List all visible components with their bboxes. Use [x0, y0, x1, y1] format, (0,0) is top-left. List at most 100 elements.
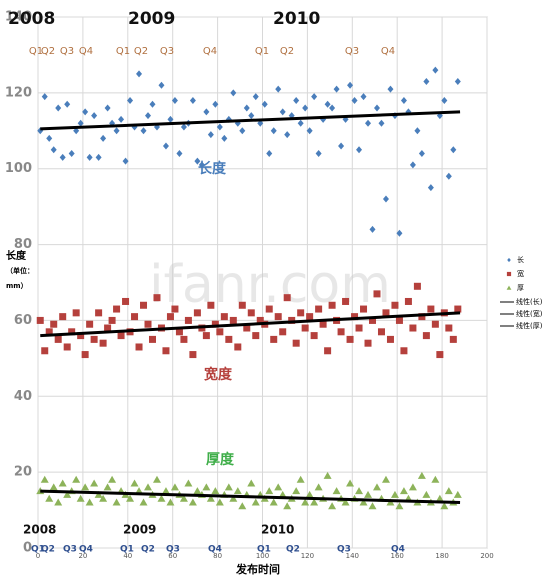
data-point	[238, 502, 247, 510]
data-point	[103, 483, 112, 491]
data-point	[140, 301, 148, 309]
quarter-label: Q4	[79, 46, 93, 57]
quarter-label: Q2	[41, 46, 55, 57]
legend-label: 线性(厚)	[516, 321, 543, 330]
data-point	[91, 112, 98, 120]
data-point	[90, 335, 98, 343]
data-point	[293, 96, 300, 104]
data-point	[162, 142, 169, 150]
data-point	[82, 108, 89, 116]
data-point	[153, 294, 161, 302]
data-point	[274, 483, 283, 491]
data-point	[338, 142, 345, 150]
data-point	[161, 487, 170, 495]
quarter-label: Q2	[141, 545, 155, 555]
data-point	[59, 153, 66, 161]
data-point	[396, 229, 403, 237]
data-point	[359, 498, 368, 506]
data-point	[391, 301, 399, 309]
data-point	[324, 347, 332, 355]
x-tick-label: 40	[123, 552, 132, 560]
data-point	[356, 146, 363, 154]
data-point	[220, 313, 228, 321]
data-point	[323, 471, 332, 479]
data-point	[247, 309, 255, 317]
data-point	[136, 70, 143, 78]
data-point	[216, 123, 223, 131]
data-point	[346, 479, 355, 487]
data-point	[130, 479, 139, 487]
data-point	[86, 320, 94, 328]
data-point	[252, 93, 259, 101]
data-point	[225, 335, 233, 343]
data-point	[243, 104, 250, 112]
quarter-label: Q4	[203, 46, 217, 57]
x-tick-label: 200	[480, 552, 493, 560]
data-point	[233, 487, 242, 495]
data-point	[329, 104, 336, 112]
quarter-label: Q3	[337, 545, 351, 555]
quarter-label: Q1	[116, 46, 130, 57]
data-point	[104, 104, 111, 112]
data-point	[207, 301, 215, 309]
year-label: 2010	[273, 9, 320, 29]
data-point	[203, 108, 210, 116]
data-point	[85, 498, 94, 506]
data-point	[409, 161, 416, 169]
data-point	[270, 335, 278, 343]
quarter-label: Q3	[160, 46, 174, 57]
y-tick-label: 80	[14, 237, 32, 252]
data-point	[382, 195, 389, 203]
data-point	[351, 313, 359, 321]
y-tick-label: 40	[14, 389, 32, 404]
data-point	[76, 494, 85, 502]
data-point	[404, 297, 412, 305]
data-point	[368, 502, 377, 510]
data-point	[180, 335, 188, 343]
data-point	[252, 332, 260, 340]
data-point	[431, 475, 440, 483]
data-point	[68, 328, 76, 336]
data-point	[243, 324, 251, 332]
data-point	[175, 328, 183, 336]
data-point	[395, 316, 403, 324]
data-point	[215, 498, 224, 506]
data-point	[99, 494, 108, 502]
data-point	[54, 498, 63, 506]
data-point	[239, 127, 246, 135]
data-point	[265, 305, 273, 313]
data-point	[108, 316, 116, 324]
data-point	[157, 494, 166, 502]
data-point	[139, 498, 148, 506]
data-point	[270, 127, 277, 135]
quarter-label: Q3	[63, 545, 77, 555]
data-point	[100, 134, 107, 142]
data-point	[310, 498, 319, 506]
data-point	[77, 332, 85, 340]
data-point	[189, 351, 197, 359]
data-point	[50, 320, 58, 328]
data-point	[284, 131, 291, 139]
x-tick-label: 140	[346, 552, 359, 560]
data-point	[86, 153, 93, 161]
data-point	[212, 100, 219, 108]
data-point	[131, 313, 139, 321]
x-tick-label: 20	[78, 552, 87, 560]
y-tick-label: 20	[14, 465, 32, 480]
data-point	[152, 475, 161, 483]
data-point	[436, 351, 444, 359]
data-point	[216, 328, 224, 336]
data-point	[315, 150, 322, 158]
data-point	[306, 127, 313, 135]
data-point	[40, 475, 49, 483]
data-point	[198, 161, 205, 169]
data-point	[275, 85, 282, 93]
data-point	[122, 157, 129, 165]
data-point	[248, 112, 255, 120]
year-label: 2009	[128, 9, 175, 29]
data-point	[234, 343, 242, 351]
data-point	[90, 479, 99, 487]
data-point	[207, 131, 214, 139]
data-point	[81, 351, 89, 359]
